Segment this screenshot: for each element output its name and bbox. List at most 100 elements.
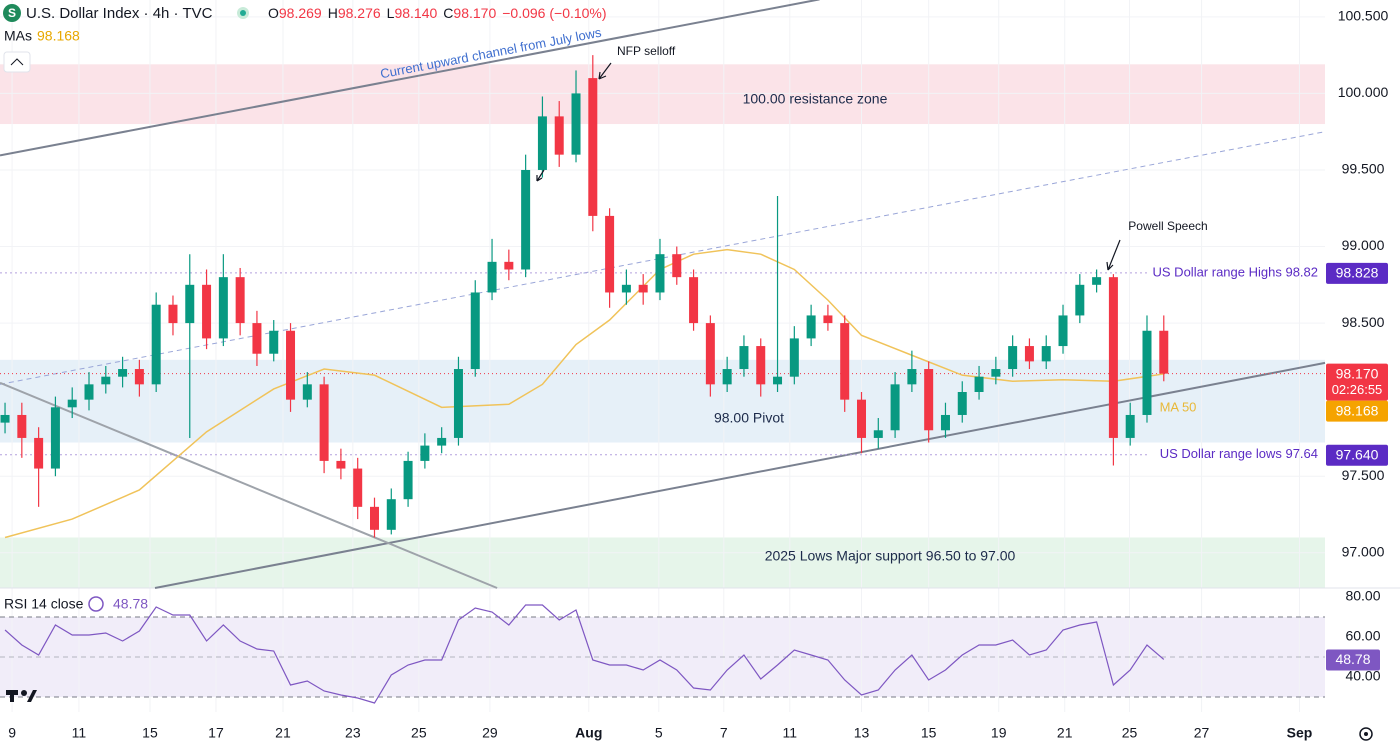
annotation-arrows: [536, 62, 1121, 271]
y-tick-label: 100.500: [1338, 8, 1389, 24]
candle-body: [218, 277, 228, 339]
candle-body: [336, 460, 346, 469]
candle-body: [437, 437, 447, 446]
x-tick-label: Aug: [575, 725, 602, 741]
candle-body: [319, 384, 329, 461]
candle-body: [420, 445, 430, 461]
candle-body: [991, 369, 1001, 377]
candle-body: [386, 499, 396, 530]
rsi-tick-label: 60.00: [1345, 628, 1380, 644]
candle-body: [1008, 346, 1018, 370]
candle-body: [1024, 346, 1034, 362]
x-tick-label: 13: [854, 725, 870, 741]
candle-body: [940, 414, 950, 431]
symbol-logo: [3, 4, 21, 22]
candle-body: [84, 384, 94, 400]
candle-body: [1159, 330, 1169, 374]
ohlc-change: −0.096 (−0.10%): [502, 5, 606, 21]
candle-body: [537, 116, 547, 170]
ohlc-value: 98.276: [338, 5, 381, 21]
candle-body: [739, 346, 749, 370]
ma-title: MAs: [4, 28, 32, 44]
candle-body: [705, 323, 715, 385]
x-tick-label: 15: [921, 725, 937, 741]
collapse-button[interactable]: [3, 51, 31, 73]
candle-body: [202, 284, 212, 339]
candle-body: [605, 215, 615, 293]
trendline: [154, 361, 1326, 589]
level-tag-label: 97.640: [1336, 446, 1379, 462]
candle-body: [840, 323, 850, 400]
x-tick-label: 19: [991, 725, 1007, 741]
candle-body: [890, 384, 900, 431]
x-tick-label: 9: [8, 725, 16, 741]
candle-body: [638, 284, 648, 293]
candle-body: [101, 376, 111, 385]
ma-legend-value: 98.168: [37, 28, 80, 44]
y-tick-label: 99.000: [1342, 237, 1385, 253]
rsi-title: RSI 14 close: [4, 596, 84, 612]
candle-body: [1125, 414, 1135, 438]
trendline: [0, 0, 820, 157]
level-tag: [1326, 262, 1388, 284]
candle-body: [907, 369, 917, 385]
level-label: US Dollar range Highs 98.82: [1153, 264, 1318, 279]
rsi-tick-label: 80.00: [1345, 588, 1380, 604]
candle-body: [773, 376, 783, 385]
candle-body: [924, 369, 934, 431]
candle-body: [689, 277, 699, 324]
rsi-tick-label: 40.00: [1345, 668, 1380, 684]
market-status-dot: [240, 10, 246, 16]
candle-body: [1092, 277, 1102, 285]
candle-body: [185, 284, 195, 324]
candle-body: [655, 254, 665, 293]
candle-body: [722, 369, 732, 385]
ma-tag-label: 98.168: [1336, 402, 1379, 418]
candle-body: [672, 254, 682, 278]
candle-body: [1058, 315, 1068, 347]
settings-icon[interactable]: [1359, 727, 1373, 741]
y-tick-label: 99.500: [1342, 161, 1385, 177]
ohlc-value: 98.140: [394, 5, 437, 21]
arrow: [1106, 239, 1121, 271]
chart-title: U.S. Dollar Index · 4h · TVC: [26, 5, 213, 22]
zone: [0, 64, 1325, 125]
rsi-icon: [88, 596, 104, 612]
y-tick-label: 97.000: [1342, 543, 1385, 559]
candle-body: [521, 169, 531, 270]
last-price-label: 98.170: [1336, 365, 1379, 381]
y-tick-label: 100.000: [1338, 84, 1389, 100]
y-tick-label: 97.500: [1342, 467, 1385, 483]
x-tick-label: 5: [655, 725, 663, 741]
candle-body: [252, 323, 262, 354]
candle-body: [823, 315, 833, 324]
countdown: 02:26:55: [1332, 382, 1383, 397]
candle-body: [403, 460, 413, 500]
candle-body: [235, 277, 245, 324]
grid: [0, 0, 1400, 712]
candle-body: [151, 304, 161, 385]
candle-body: [957, 392, 967, 415]
candle-body: [50, 407, 60, 469]
candle-body: [302, 384, 312, 400]
ma-label: MA 50: [1160, 399, 1197, 414]
ohlc-key: O: [268, 5, 279, 21]
level-tag: [1326, 444, 1388, 466]
candle-body: [873, 430, 883, 438]
ohlc-value: 98.269: [279, 5, 322, 21]
candle-body: [369, 506, 379, 530]
ohlc-key: C: [443, 5, 453, 21]
candle-body: [789, 338, 799, 377]
candle-body: [504, 261, 514, 270]
x-tick-label: 15: [142, 725, 158, 741]
zone: [0, 537, 1325, 588]
candle-body: [67, 399, 77, 408]
candle-body: [34, 437, 44, 469]
level-label: US Dollar range lows 97.64: [1160, 446, 1318, 461]
x-tick-label: 21: [275, 725, 291, 741]
candle-body: [857, 399, 867, 438]
candle-body: [621, 284, 631, 293]
candle-body: [806, 315, 816, 339]
candle-body: [17, 414, 27, 438]
